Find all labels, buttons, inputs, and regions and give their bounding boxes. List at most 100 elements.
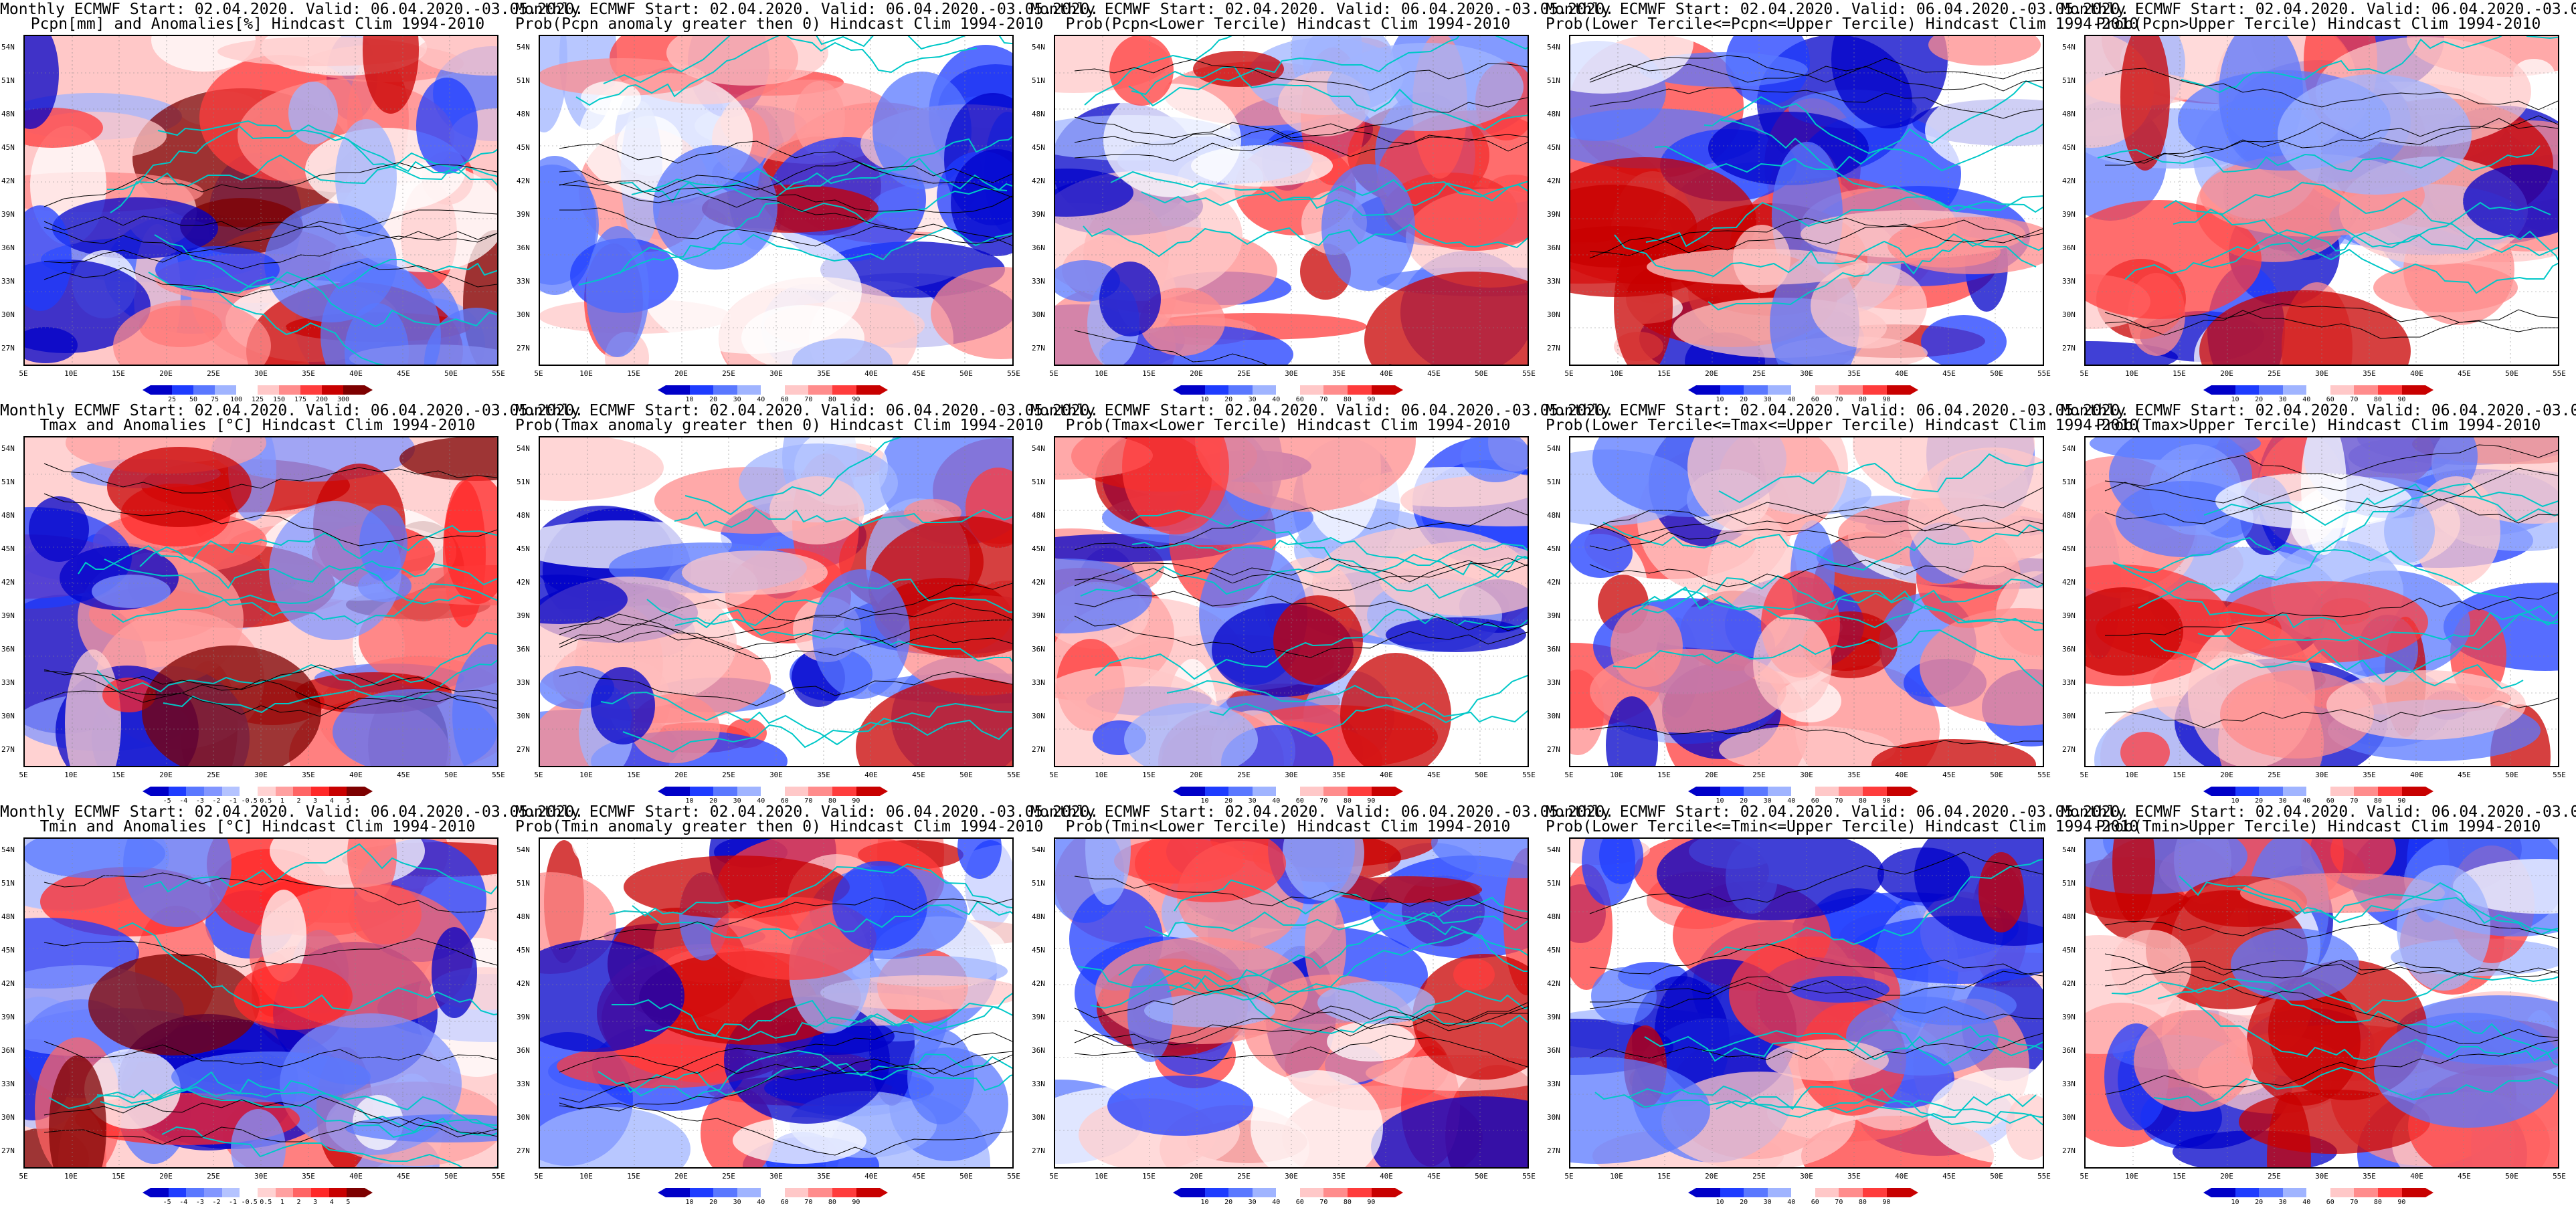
colorbar-tick-label: 90	[1882, 396, 1891, 403]
colorbar-tick-label: 60	[780, 797, 789, 805]
colorbar-segment	[1299, 1188, 1324, 1197]
latitude-label: 30N	[2062, 1113, 2076, 1122]
colorbar-segment	[1791, 1188, 1815, 1197]
longitude-label: 25E	[1237, 771, 1251, 779]
colorbar-segment	[2377, 385, 2402, 395]
latitude-label: 33N	[1, 678, 15, 687]
longitude-label: 45E	[2458, 369, 2471, 378]
colorbar-tick-label: 20	[1740, 1199, 1748, 1206]
colorbar	[2211, 385, 2426, 395]
longitude-label: 35E	[302, 1172, 315, 1181]
latitude-label: 30N	[517, 712, 530, 720]
latitude-label: 51N	[2062, 478, 2076, 486]
latitude-label: 45N	[1032, 946, 1045, 954]
longitude-label: 40E	[2410, 1172, 2423, 1181]
longitude-label: 55E	[492, 771, 505, 779]
colorbar-tick-label: 50	[189, 396, 198, 403]
colorbar-segment	[784, 385, 809, 395]
map-image	[539, 837, 1014, 1169]
colorbar-tick-label: 70	[804, 396, 813, 403]
colorbar	[666, 385, 881, 395]
colorbar-segment	[2211, 1188, 2235, 1197]
colorbar-segment	[856, 787, 881, 796]
colorbar-tick-label: 80	[828, 1199, 836, 1206]
colorbar-arrow-right	[1395, 1188, 1403, 1197]
colorbar-segment	[1252, 385, 1277, 395]
latitude-label: 48N	[1032, 912, 1045, 921]
colorbar-tick-label: 2	[296, 1199, 301, 1206]
colorbar-arrow-left	[143, 1188, 151, 1197]
latitude-label: 27N	[1, 1146, 15, 1155]
colorbar-segment	[1276, 1188, 1300, 1197]
latitude-label: 45N	[1547, 544, 1560, 553]
colorbar-tick-label: 40	[1272, 797, 1281, 805]
longitude-label: 50E	[959, 771, 973, 779]
latitude-label: 27N	[517, 344, 530, 353]
colorbar-tick-label: 150	[272, 396, 286, 403]
colorbar-tick-label: 60	[780, 1199, 789, 1206]
longitude-label: 20E	[1190, 369, 1203, 378]
longitude-label: 25E	[1752, 771, 1766, 779]
colorbar	[1696, 787, 1911, 796]
latitude-label: 33N	[1547, 678, 1560, 687]
map-image	[2084, 837, 2559, 1169]
longitude-label: 20E	[1190, 1172, 1203, 1181]
longitude-label: 50E	[444, 771, 458, 779]
colorbar-segment	[1839, 787, 1863, 796]
longitude-label: 20E	[1705, 771, 1718, 779]
map-image	[1569, 436, 2044, 767]
latitude-label: 51N	[1, 76, 15, 85]
latitude-label: 42N	[1, 177, 15, 185]
colorbar-tick-label: 10	[1716, 396, 1724, 403]
colorbar-segment	[1886, 787, 1911, 796]
latitude-label: 27N	[517, 745, 530, 754]
longitude-label: 20E	[159, 771, 173, 779]
latitude-label: 48N	[1547, 912, 1560, 921]
longitude-label: 45E	[397, 369, 410, 378]
forecast-map-panel: Monthly ECMWF Start: 02.04.2020. Valid: …	[1546, 803, 2138, 1206]
colorbar-segment	[186, 1188, 205, 1197]
colorbar-segment	[329, 787, 347, 796]
colorbar	[1696, 1188, 1911, 1197]
longitude-label: 50E	[1475, 1172, 1488, 1181]
colorbar-tick-label: 80	[828, 797, 836, 805]
longitude-label: 35E	[302, 369, 315, 378]
colorbar-segment	[1696, 787, 1720, 796]
latitude-label: 33N	[1547, 277, 1560, 286]
colorbar-segment	[1299, 385, 1324, 395]
latitude-label: 45N	[1, 544, 15, 553]
colorbar-arrow-left	[1688, 787, 1696, 796]
colorbar-tick-label: 60	[2326, 797, 2334, 805]
colorbar-segment	[689, 1188, 714, 1197]
longitude-label: 40E	[1895, 771, 1908, 779]
colorbar-tick-label: 30	[1248, 1199, 1257, 1206]
latitude-label: 36N	[2062, 645, 2076, 654]
colorbar-segment	[1347, 385, 1372, 395]
longitude-label: 40E	[864, 771, 878, 779]
latitude-label: 33N	[1032, 678, 1045, 687]
colorbar-segment	[1276, 787, 1300, 796]
longitude-label: 55E	[2037, 771, 2051, 779]
forecast-map-panel: Monthly ECMWF Start: 02.04.2020. Valid: …	[2061, 401, 2576, 805]
latitude-label: 39N	[2062, 210, 2076, 219]
colorbar-segment	[151, 385, 172, 395]
longitude-label: 25E	[207, 1172, 220, 1181]
colorbar-segment	[1347, 1188, 1372, 1197]
colorbar-tick-label: 4	[329, 1199, 334, 1206]
colorbar-segment	[343, 385, 365, 395]
longitude-label: 50E	[1475, 771, 1488, 779]
panel-title-line2: Tmax and Anomalies [°C] Hindcast Clim 19…	[39, 417, 476, 434]
longitude-label: 50E	[1990, 1172, 2003, 1181]
longitude-label: 35E	[1847, 1172, 1861, 1181]
panel-title-line2: Prob(Tmin anomaly greater then 0) Hindca…	[515, 818, 1044, 835]
colorbar-tick-label: 20	[709, 797, 718, 805]
latitude-label: 54N	[1, 43, 15, 52]
latitude-label: 54N	[517, 845, 530, 854]
latitude-label: 33N	[1, 277, 15, 286]
colorbar-arrow-right	[365, 787, 373, 796]
colorbar-tick-label: -5	[163, 1199, 171, 1206]
colorbar-arrow-left	[143, 787, 151, 796]
latitude-label: 51N	[2062, 879, 2076, 888]
colorbar-segment	[832, 385, 856, 395]
forecast-map-panel: Monthly ECMWF Start: 02.04.2020. Valid: …	[0, 803, 583, 1206]
